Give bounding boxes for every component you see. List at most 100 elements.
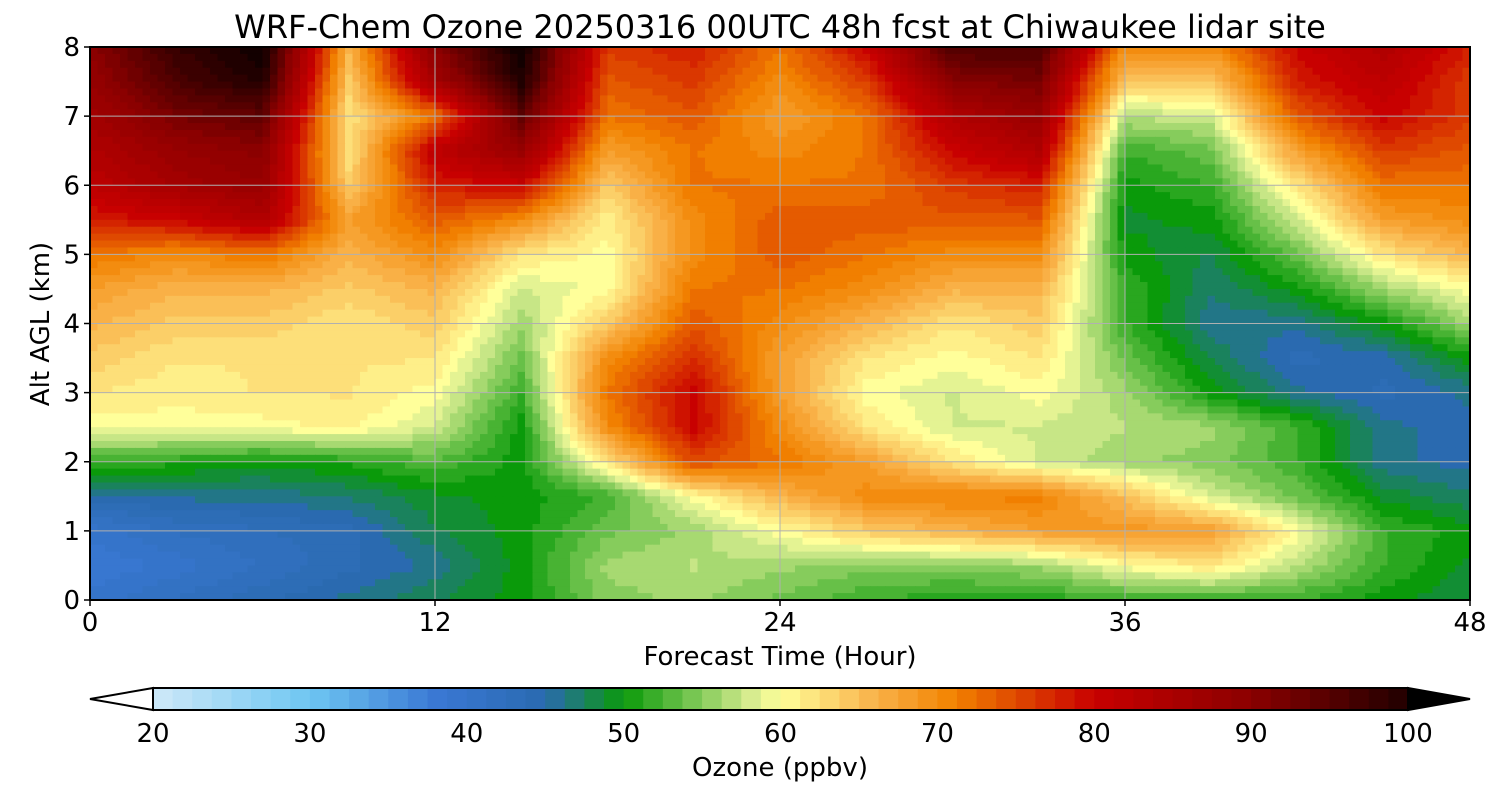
- heatmap-cell: [1372, 116, 1381, 124]
- heatmap-cell: [1297, 53, 1306, 62]
- heatmap-cell: [1027, 123, 1036, 131]
- heatmap-cell: [330, 109, 339, 117]
- heatmap-cell: [720, 81, 729, 90]
- heatmap-cell: [1290, 136, 1299, 145]
- heatmap-cell: [1297, 192, 1306, 200]
- heatmap-cell: [742, 219, 751, 228]
- heatmap-cell: [210, 178, 219, 186]
- heatmap-cell: [525, 164, 534, 173]
- heatmap-cell: [1125, 74, 1134, 83]
- heatmap-cell: [607, 178, 616, 186]
- heatmap-cell: [1245, 136, 1254, 145]
- heatmap-cell: [450, 226, 459, 235]
- heatmap-cell: [870, 164, 879, 173]
- heatmap-cell: [727, 74, 736, 83]
- heatmap-cell: [967, 53, 976, 62]
- heatmap-cell: [1462, 185, 1471, 193]
- heatmap-cell: [435, 47, 444, 55]
- heatmap-cell: [1207, 129, 1216, 138]
- heatmap-cell: [697, 192, 706, 200]
- heatmap-cell: [1215, 136, 1224, 145]
- heatmap-cell: [585, 60, 594, 69]
- heatmap-cell: [712, 164, 721, 173]
- heatmap-cell: [525, 116, 534, 124]
- heatmap-cell: [1260, 88, 1269, 96]
- heatmap-cell: [1260, 53, 1269, 62]
- heatmap-cell: [1282, 129, 1291, 138]
- heatmap-cell: [1072, 185, 1081, 193]
- heatmap-cell: [1110, 219, 1119, 228]
- heatmap-cell: [390, 116, 399, 124]
- heatmap-cell: [810, 157, 819, 166]
- heatmap-cell: [457, 171, 466, 179]
- heatmap-cell: [1080, 74, 1089, 83]
- heatmap-cell: [1027, 53, 1036, 62]
- heatmap-cell: [1057, 219, 1066, 228]
- heatmap-cell: [1177, 109, 1186, 117]
- heatmap-cell: [682, 205, 691, 214]
- heatmap-cell: [285, 185, 294, 193]
- heatmap-cell: [697, 102, 706, 110]
- heatmap-cell: [780, 95, 789, 103]
- heatmap-cell: [1425, 178, 1434, 186]
- heatmap-cell: [1192, 157, 1201, 166]
- heatmap-cell: [802, 226, 811, 235]
- heatmap-cell: [607, 205, 616, 214]
- heatmap-cell: [592, 157, 601, 166]
- heatmap-cell: [97, 164, 106, 173]
- heatmap-cell: [607, 150, 616, 159]
- heatmap-cell: [907, 136, 916, 145]
- heatmap-cell: [1132, 102, 1141, 110]
- heatmap-cell: [165, 150, 174, 159]
- heatmap-cell: [1207, 60, 1216, 69]
- heatmap-cell: [592, 205, 601, 214]
- heatmap-cell: [555, 164, 564, 173]
- heatmap-cell: [592, 143, 601, 152]
- heatmap-cell: [570, 123, 579, 131]
- heatmap-cell: [442, 47, 451, 55]
- heatmap-cell: [1155, 102, 1164, 110]
- heatmap-cell: [135, 143, 144, 152]
- heatmap-cell: [1155, 171, 1164, 179]
- heatmap-cell: [615, 81, 624, 90]
- heatmap-cell: [1342, 67, 1351, 76]
- heatmap-cell: [255, 171, 264, 179]
- heatmap-cell: [442, 88, 451, 96]
- heatmap-cell: [930, 129, 939, 138]
- heatmap-cell: [1245, 226, 1254, 235]
- heatmap-cell: [112, 95, 121, 103]
- heatmap-cell: [435, 109, 444, 117]
- heatmap-cell: [532, 129, 541, 138]
- heatmap-cell: [1380, 123, 1389, 131]
- heatmap-cell: [720, 102, 729, 110]
- heatmap-cell: [1275, 95, 1284, 103]
- heatmap-cell: [615, 102, 624, 110]
- heatmap-cell: [1327, 164, 1336, 173]
- heatmap-cell: [892, 53, 901, 62]
- heatmap-cell: [757, 171, 766, 179]
- heatmap-cell: [637, 226, 646, 235]
- heatmap-cell: [315, 47, 324, 55]
- heatmap-cell: [742, 81, 751, 90]
- heatmap-cell: [1155, 226, 1164, 235]
- heatmap-cell: [382, 205, 391, 214]
- heatmap-cell: [855, 116, 864, 124]
- heatmap-cell: [1237, 88, 1246, 96]
- heatmap-cell: [1320, 109, 1329, 117]
- heatmap-cell: [780, 157, 789, 166]
- heatmap-cell: [645, 47, 654, 55]
- heatmap-cell: [105, 157, 114, 166]
- heatmap-cell: [1215, 157, 1224, 166]
- heatmap-cell: [345, 67, 354, 76]
- ozone-heatmap: [90, 47, 1471, 601]
- heatmap-cell: [262, 109, 271, 117]
- heatmap-cell: [982, 136, 991, 145]
- heatmap-cell: [690, 205, 699, 214]
- heatmap-cell: [1087, 136, 1096, 145]
- heatmap-cell: [907, 205, 916, 214]
- heatmap-cell: [195, 150, 204, 159]
- heatmap-cell: [255, 109, 264, 117]
- heatmap-cell: [997, 60, 1006, 69]
- heatmap-cell: [1215, 81, 1224, 90]
